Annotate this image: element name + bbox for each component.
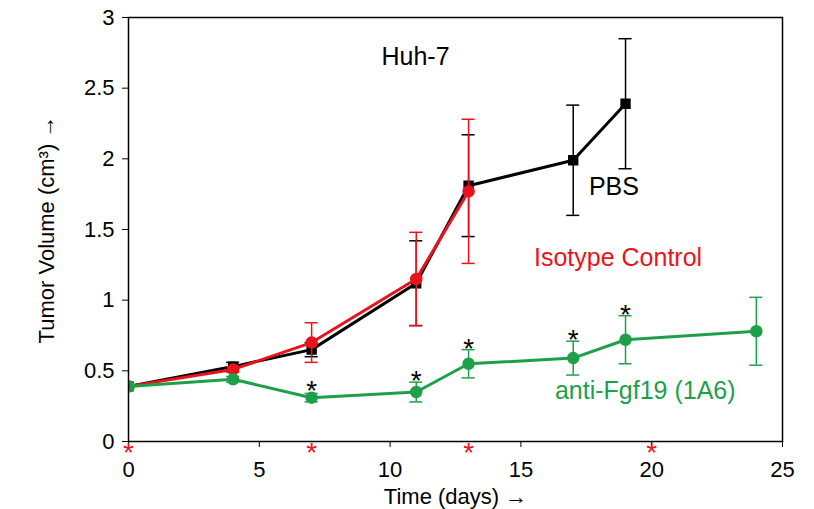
svg-text:2.5: 2.5 xyxy=(84,75,115,100)
svg-text:Isotype Control: Isotype Control xyxy=(534,243,702,271)
svg-text:3: 3 xyxy=(102,5,114,30)
svg-text:*: * xyxy=(306,375,317,406)
svg-text:Huh-7: Huh-7 xyxy=(381,42,449,70)
svg-text:10: 10 xyxy=(378,457,402,482)
svg-text:*: * xyxy=(568,324,579,355)
svg-text:*: * xyxy=(463,333,474,364)
svg-text:PBS: PBS xyxy=(589,172,639,200)
svg-text:5: 5 xyxy=(253,457,265,482)
svg-text:0: 0 xyxy=(102,429,114,454)
svg-text:1: 1 xyxy=(102,287,114,312)
svg-text:Time (days) →: Time (days) → xyxy=(384,484,527,509)
svg-text:0.5: 0.5 xyxy=(84,358,115,383)
svg-text:20: 20 xyxy=(639,457,664,483)
svg-text:1.5: 1.5 xyxy=(84,217,115,242)
svg-text:0: 0 xyxy=(122,457,135,483)
svg-text:*: * xyxy=(411,365,422,396)
svg-text:Tumor Volume (cm³) →: Tumor Volume (cm³) → xyxy=(34,116,59,344)
svg-text:2: 2 xyxy=(102,146,114,171)
svg-text:anti-Fgf19 (1A6): anti-Fgf19 (1A6) xyxy=(555,376,736,404)
svg-text:*: * xyxy=(620,299,631,330)
svg-text:25: 25 xyxy=(770,457,794,482)
svg-text:15: 15 xyxy=(509,457,533,482)
